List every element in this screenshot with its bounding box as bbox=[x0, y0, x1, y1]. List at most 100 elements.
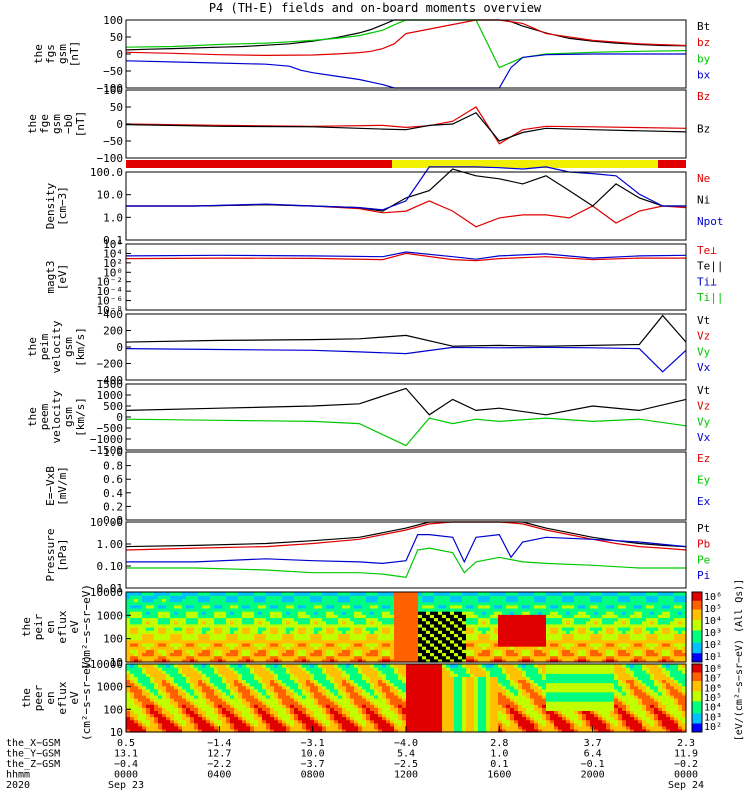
spectrogram-cell bbox=[458, 611, 463, 615]
spectrogram-cell bbox=[402, 652, 407, 657]
spectrogram-cell bbox=[398, 620, 403, 625]
spectrogram-cell bbox=[170, 667, 175, 671]
spectrogram-cell bbox=[414, 649, 419, 654]
spectrogram-cell bbox=[418, 698, 423, 702]
spectrogram-cell bbox=[242, 679, 247, 684]
spectrogram-cell bbox=[394, 592, 399, 596]
spectrogram-cell bbox=[602, 604, 607, 609]
spectrogram-cell bbox=[334, 604, 339, 609]
spectrogram-cell bbox=[310, 649, 315, 654]
spectrogram-cell bbox=[610, 655, 615, 660]
spectrogram-cell bbox=[342, 655, 347, 660]
spectrogram-cell bbox=[190, 633, 195, 638]
spectrogram-cell bbox=[290, 688, 295, 693]
spectrogram-cell bbox=[434, 627, 439, 631]
spectrogram-cell bbox=[262, 636, 267, 641]
spectrogram-cell bbox=[582, 652, 587, 657]
spectrogram-cell bbox=[350, 620, 355, 625]
spectrogram-cell bbox=[346, 595, 351, 599]
spectrogram-cell bbox=[278, 701, 283, 705]
spectrogram-cell bbox=[270, 716, 275, 721]
spectrogram-cell bbox=[678, 620, 683, 625]
spectrogram-cell bbox=[598, 607, 603, 612]
spectrogram-cell bbox=[506, 642, 511, 647]
spectrogram-cell bbox=[422, 676, 427, 681]
spectrogram-cell bbox=[350, 694, 355, 699]
spectrogram-cell bbox=[470, 658, 475, 663]
spectrogram-cell bbox=[154, 698, 159, 702]
spectrogram-cell bbox=[346, 713, 351, 718]
spectrogram-cell bbox=[158, 701, 163, 705]
spectrogram-cell bbox=[406, 607, 411, 612]
spectrogram-cell bbox=[578, 623, 583, 628]
spectrogram-cell bbox=[454, 614, 459, 619]
spectrogram-cell bbox=[434, 688, 439, 693]
spectrogram-cell bbox=[462, 598, 467, 603]
spectrogram-cell bbox=[366, 704, 371, 708]
spectrogram-cell bbox=[590, 598, 595, 603]
spectrogram-cell bbox=[558, 655, 563, 660]
spectrogram-cell bbox=[282, 710, 287, 715]
spectrogram-cell bbox=[470, 633, 475, 638]
spectrogram-cell bbox=[266, 722, 271, 727]
spectrogram-cell bbox=[130, 664, 135, 668]
spectrogram-cell bbox=[458, 598, 463, 603]
spectrogram-cell bbox=[294, 655, 299, 660]
spectrogram-cell bbox=[622, 642, 627, 647]
spectrogram-cell bbox=[206, 652, 211, 657]
spectrogram-cell bbox=[286, 704, 291, 708]
spectrogram-cell bbox=[342, 701, 347, 705]
y-tick-label: −500 bbox=[97, 422, 124, 435]
spectrogram-cell bbox=[266, 725, 271, 730]
spectrogram-cell bbox=[154, 694, 159, 699]
spectrogram-cell bbox=[606, 633, 611, 638]
spectrogram-cell bbox=[386, 679, 391, 684]
spectrogram-cell bbox=[458, 601, 463, 606]
spectrogram-cell bbox=[478, 620, 483, 625]
spectrogram-cell bbox=[466, 623, 471, 628]
spectrogram-cell bbox=[134, 670, 139, 674]
spectrogram-cell bbox=[606, 592, 611, 596]
spectrogram-cell bbox=[134, 636, 139, 641]
spectrogram-cell bbox=[638, 595, 643, 599]
spectrogram-cell bbox=[430, 598, 435, 603]
series-line-pi bbox=[126, 533, 687, 565]
spectrogram-cell bbox=[350, 636, 355, 641]
spectrogram-cell bbox=[506, 601, 511, 606]
spectrogram-cell bbox=[558, 642, 563, 647]
spectrogram-cell bbox=[602, 630, 607, 634]
spectrogram-cell bbox=[262, 623, 267, 628]
spectrogram-cell bbox=[402, 620, 407, 625]
spectrogram-cell bbox=[186, 636, 191, 641]
spectrogram-cell bbox=[170, 685, 175, 690]
spectrogram-cell bbox=[354, 710, 359, 715]
spectrogram-cell bbox=[206, 719, 211, 724]
spectrogram-cell bbox=[390, 716, 395, 721]
spectrogram-cell bbox=[274, 707, 279, 711]
spectrogram-cell bbox=[562, 633, 567, 638]
spectrogram-cell bbox=[234, 636, 239, 641]
spectrogram-cell bbox=[422, 627, 427, 631]
spectrogram-cell bbox=[170, 652, 175, 657]
spectrogram-cell bbox=[278, 620, 283, 625]
spectrogram-cell bbox=[574, 604, 579, 609]
spectrogram-cell bbox=[242, 716, 247, 721]
spectrogram-cell bbox=[354, 664, 359, 668]
spectrogram-cell bbox=[254, 620, 259, 625]
legend-entry: Ez bbox=[697, 452, 710, 465]
spectrogram-cell bbox=[150, 713, 155, 718]
spectrogram-cell bbox=[682, 607, 687, 612]
spectrogram-cell bbox=[462, 646, 467, 650]
y-tick-label: 200 bbox=[103, 325, 123, 338]
spectrogram-cell bbox=[454, 620, 459, 625]
spectrogram-cell bbox=[210, 716, 215, 721]
spectrogram-cell bbox=[370, 623, 375, 628]
spectrogram-cell bbox=[282, 682, 287, 687]
spectrogram-cell bbox=[506, 592, 511, 596]
spectrogram-cell bbox=[158, 611, 163, 615]
spectrogram-cell bbox=[134, 682, 139, 687]
spectrogram-cell bbox=[630, 617, 635, 622]
spectrogram-cell bbox=[186, 682, 191, 687]
spectrogram-cell bbox=[330, 630, 335, 634]
spectrogram-cell bbox=[382, 679, 387, 684]
